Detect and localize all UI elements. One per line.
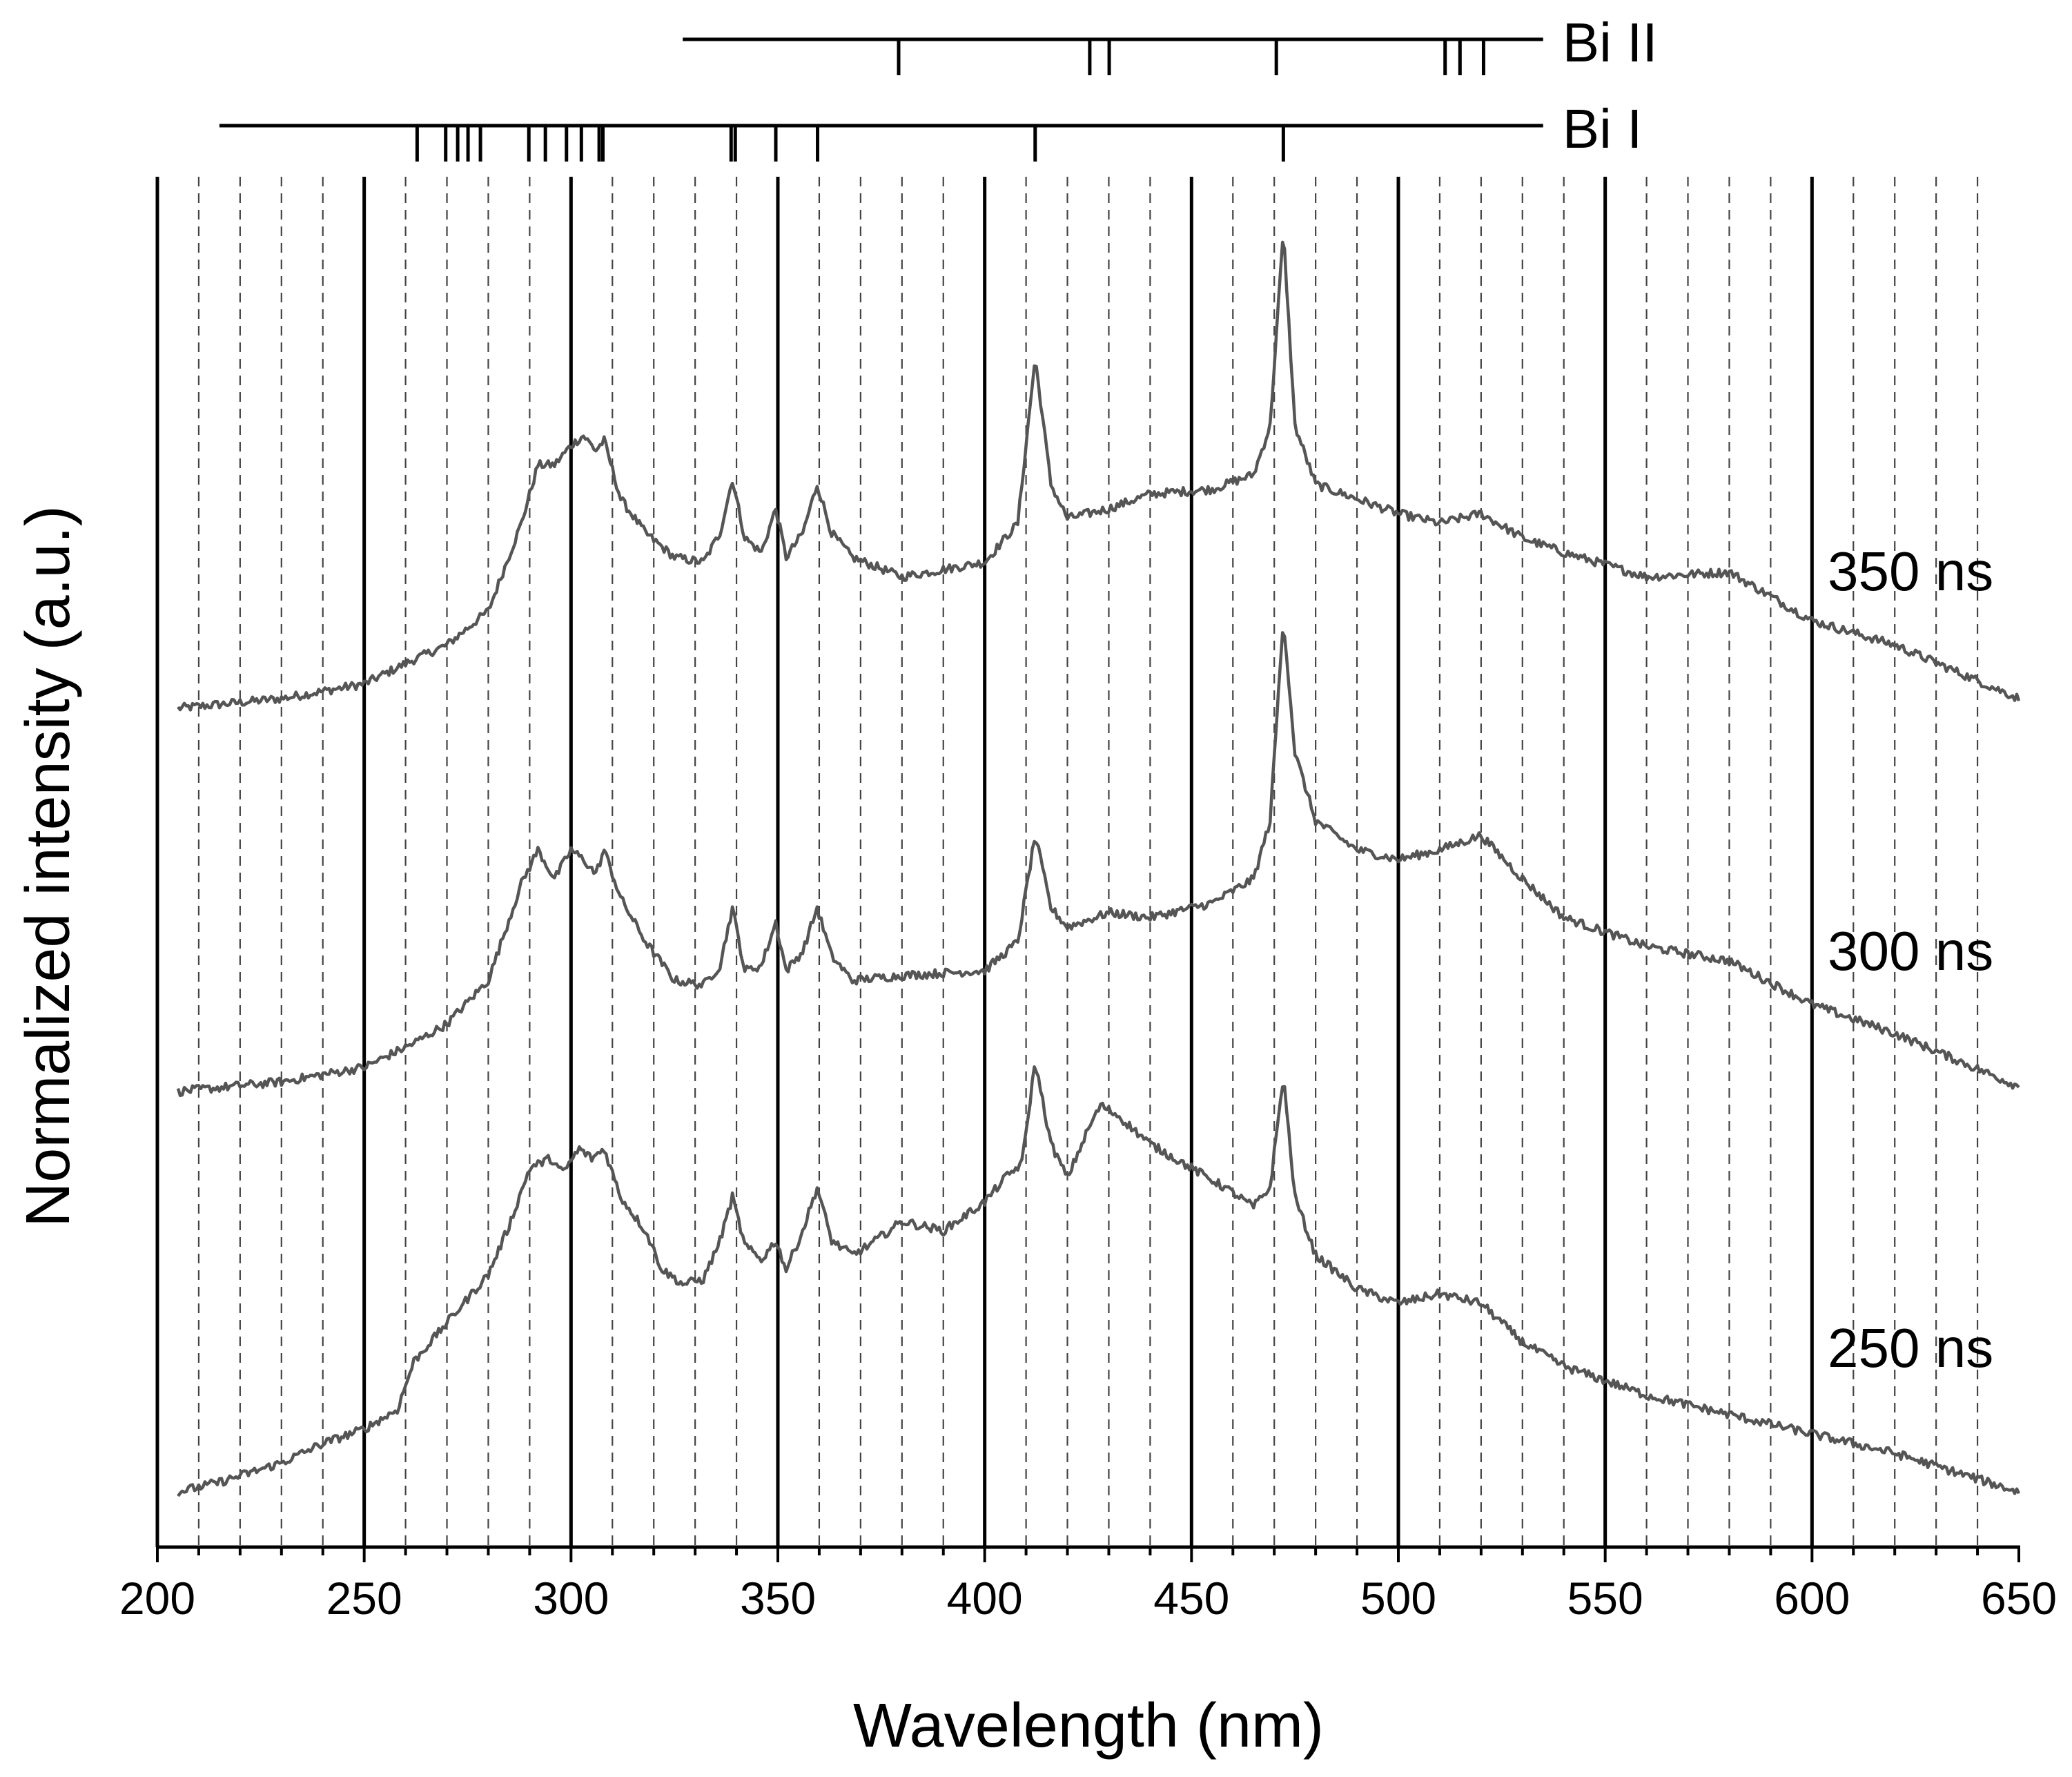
series-label: 300 ns — [1828, 920, 1993, 982]
x-axis — [156, 1545, 2020, 1562]
series-labels: 350 ns 300 ns 250 ns — [1828, 541, 1993, 1379]
x-tick-label: 200 — [119, 1573, 195, 1624]
bi-i-label: Bi I — [1563, 98, 1643, 159]
x-tick-label: 450 — [1153, 1573, 1229, 1624]
x-tick-labels: 200 250 300 350 400 450 500 550 600 650 — [119, 1573, 2057, 1624]
species-line-markers: Bi II Bi I — [219, 12, 1658, 162]
x-tick-label: 400 — [947, 1573, 1023, 1624]
x-tick-label: 650 — [1981, 1573, 2057, 1624]
series-label: 350 ns — [1828, 541, 1993, 602]
x-tick-label: 350 — [740, 1573, 816, 1624]
x-tick-label: 600 — [1774, 1573, 1850, 1624]
spectra — [176, 240, 2021, 1497]
x-tick-label: 500 — [1360, 1573, 1436, 1624]
y-axis-label: Normalized intensity (a.u.) — [14, 505, 83, 1227]
series-line-300-ns — [176, 631, 2020, 1098]
series-line-250-ns — [177, 1065, 2021, 1497]
x-axis-label: Wavelength (nm) — [853, 1691, 1324, 1760]
bi-ii-label: Bi II — [1563, 12, 1658, 73]
x-tick-label: 550 — [1567, 1573, 1643, 1624]
x-tick-label: 250 — [326, 1573, 402, 1624]
x-tick-label: 300 — [533, 1573, 609, 1624]
series-label: 250 ns — [1828, 1317, 1993, 1379]
series-line-350-ns — [177, 240, 2021, 712]
